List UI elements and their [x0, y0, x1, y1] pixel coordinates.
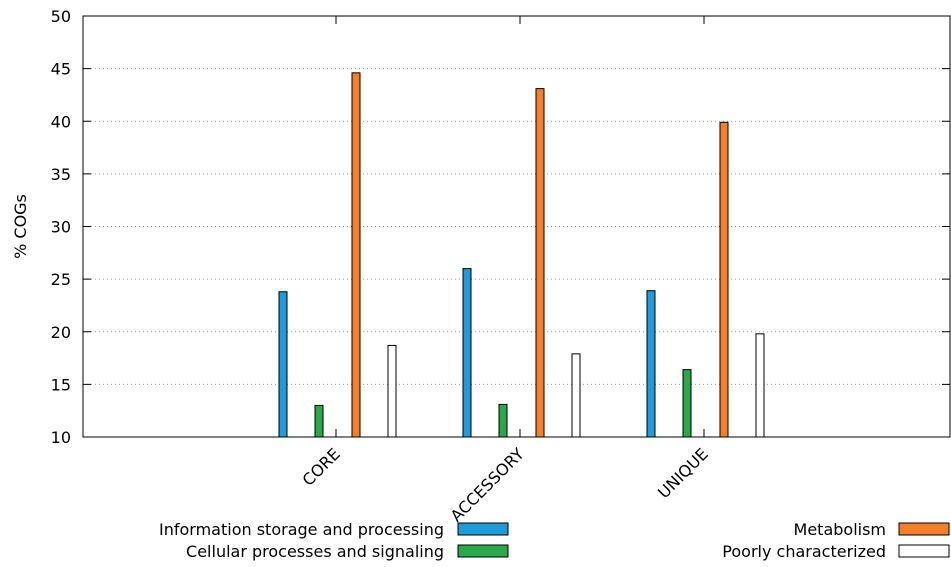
x-tick-label: CORE — [299, 444, 344, 489]
legend-swatch — [898, 522, 950, 536]
grid-lines — [83, 68, 950, 385]
y-tick-label: 35 — [51, 165, 71, 184]
y-tick-label: 25 — [51, 270, 71, 289]
bar — [278, 291, 288, 438]
bar — [498, 403, 508, 438]
bar — [682, 369, 692, 438]
bar — [646, 290, 656, 438]
y-tick-label: 45 — [51, 60, 71, 79]
legend-swatch — [457, 522, 509, 536]
legend-swatch — [898, 544, 950, 558]
bars — [278, 72, 765, 438]
bar — [719, 121, 729, 438]
y-tick-label: 10 — [51, 428, 71, 447]
bar — [351, 72, 361, 438]
bar — [755, 333, 765, 438]
x-tick-label: ACCESSORY — [447, 444, 528, 525]
y-axis-title: % COGs — [11, 194, 30, 259]
legend-label: Cellular processes and signaling — [186, 542, 444, 561]
y-tick-label: 40 — [51, 112, 71, 131]
bar — [387, 344, 397, 438]
axis-labels: 10 15 20 25 30 35 40 45 50 CORE ACCESSORY UNIQUE — [51, 7, 712, 526]
y-tick-label: 30 — [51, 218, 71, 237]
legend-label: Information storage and processing — [159, 520, 444, 539]
axis-ticks — [83, 15, 950, 438]
bar — [462, 268, 472, 438]
x-tick-label: UNIQUE — [654, 444, 712, 502]
bar — [314, 404, 324, 438]
legend: Information storage and processing Cellul… — [159, 520, 950, 561]
bar — [571, 353, 581, 438]
legend-swatch — [457, 544, 509, 558]
legend-label: Poorly characterized — [722, 542, 886, 561]
y-tick-label: 50 — [51, 7, 71, 26]
legend-label: Metabolism — [794, 520, 886, 539]
bar — [535, 88, 545, 438]
y-tick-label: 20 — [51, 323, 71, 342]
y-tick-label: 15 — [51, 375, 71, 394]
